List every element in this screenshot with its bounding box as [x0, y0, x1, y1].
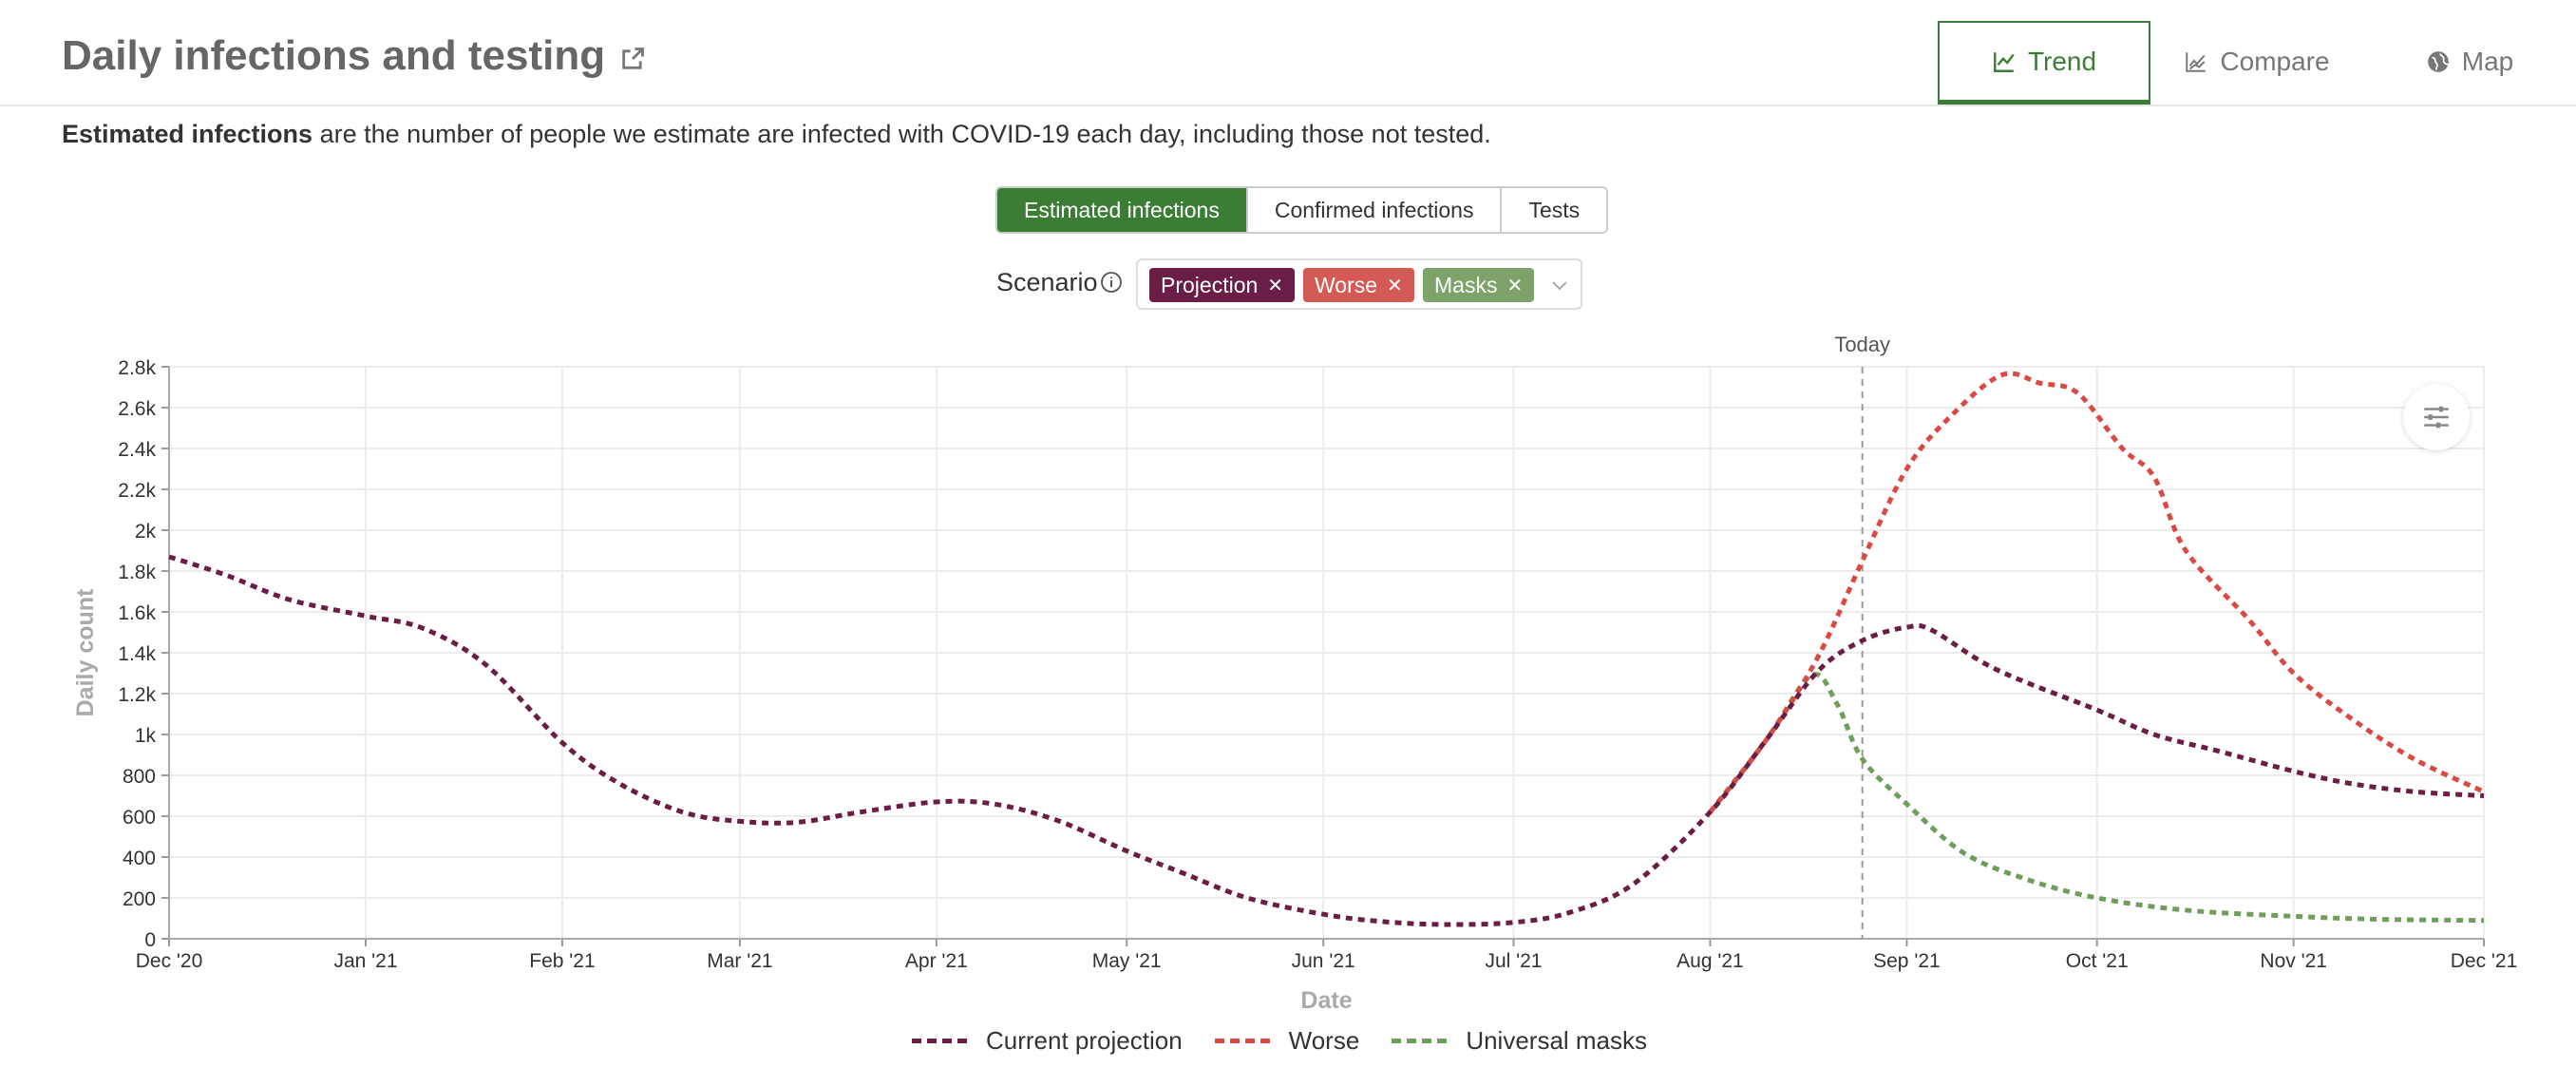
y-tick-label: 1.4k: [118, 643, 156, 665]
scenario-label: Scenario: [996, 268, 1098, 296]
y-tick-label: 200: [123, 888, 156, 910]
x-tick-label: Dec '20: [136, 950, 203, 972]
x-tick-label: Sep '21: [1873, 950, 1941, 972]
x-tick-label: Oct '21: [2066, 950, 2129, 972]
description-bold: Estimated infections: [62, 120, 313, 148]
x-tick-label: Mar '21: [707, 950, 772, 972]
tab-compare-label: Compare: [2220, 47, 2330, 76]
y-tick-label: 0: [144, 929, 156, 951]
sliders-icon: [2424, 406, 2449, 429]
y-tick-label: 400: [123, 848, 156, 869]
legend-swatch: [1392, 1039, 1448, 1043]
y-tick-label: 600: [123, 807, 156, 829]
chip-masks-label: Masks: [1434, 272, 1498, 297]
x-tick-label: Aug '21: [1676, 950, 1744, 972]
infections-chart: 0 200 400 600 800 1k 1.2k 1.4k 1.6k 1.8k 2k 2.2k 2.4…: [72, 333, 2518, 1014]
y-tick-label: 1k: [135, 725, 157, 747]
today-label: Today: [1834, 333, 1890, 356]
y-tick-label: 2.8k: [118, 357, 156, 379]
tab-trend-label: Trend: [2027, 46, 2097, 76]
chip-worse[interactable]: Worse ✕: [1303, 268, 1414, 302]
series-line-2: [1708, 672, 2485, 924]
close-icon[interactable]: ✕: [1267, 275, 1284, 296]
x-tick-label: Jan '21: [333, 950, 397, 972]
x-tick-label: Nov '21: [2260, 950, 2327, 972]
legend-item-masks[interactable]: Universal masks: [1392, 1026, 1647, 1056]
legend-swatch: [1214, 1039, 1270, 1043]
y-tick-label: 2.6k: [118, 398, 156, 420]
series-line-0: [168, 554, 2485, 927]
y-tick-label: 2.4k: [118, 439, 156, 461]
legend-item-projection[interactable]: Current projection: [912, 1026, 1183, 1056]
x-tick-label: Jul '21: [1485, 950, 1542, 972]
y-tick-label: 2k: [135, 521, 157, 543]
series-line-1: [1708, 371, 2486, 814]
globe-icon: [2427, 51, 2450, 72]
description-text: are the number of people we estimate are…: [313, 120, 1491, 148]
close-icon[interactable]: ✕: [1387, 275, 1403, 296]
toggle-estimated-infections[interactable]: Estimated infections: [997, 188, 1248, 232]
toggle-confirmed-infections[interactable]: Confirmed infections: [1247, 188, 1503, 232]
y-tick-label: 800: [123, 766, 156, 788]
chart-settings-button[interactable]: [2403, 384, 2470, 450]
tab-trend[interactable]: Trend: [1938, 21, 2150, 105]
chip-worse-label: Worse: [1315, 272, 1378, 297]
x-tick-label: May '21: [1092, 950, 1162, 972]
x-tick-label: Jun '21: [1292, 950, 1355, 972]
chip-projection[interactable]: Projection ✕: [1149, 268, 1296, 302]
chip-masks[interactable]: Masks ✕: [1423, 268, 1535, 302]
close-icon[interactable]: ✕: [1506, 275, 1524, 296]
chip-projection-label: Projection: [1161, 272, 1259, 297]
x-tick-label: Dec '21: [2451, 950, 2518, 972]
x-tick-label: Feb '21: [529, 950, 595, 972]
y-tick-label: 2.2k: [118, 480, 156, 502]
legend-label: Current projection: [986, 1026, 1183, 1055]
page-title: Daily infections and testing: [62, 32, 606, 79]
y-tick-label: 1.6k: [118, 602, 156, 624]
x-tick-label: Apr '21: [905, 950, 968, 972]
tab-compare[interactable]: Compare: [2150, 21, 2363, 103]
y-axis-title: Daily count: [72, 588, 99, 716]
tab-map[interactable]: Map: [2363, 21, 2576, 103]
view-tabs: Trend Compare Map: [1938, 21, 2576, 105]
chart-legend: Current projection Worse Universal masks: [912, 1026, 1679, 1056]
scenario-select[interactable]: Projection ✕ Worse ✕ Masks ✕: [1136, 258, 1582, 310]
legend-label: Universal masks: [1466, 1026, 1648, 1055]
y-tick-label: 1.2k: [118, 684, 156, 706]
legend-label: Worse: [1288, 1026, 1360, 1055]
y-tick-label: 1.8k: [118, 562, 156, 583]
tab-map-label: Map: [2461, 47, 2514, 76]
line-chart-icon: [1993, 51, 2015, 72]
metric-toggle: Estimated infections Confirmed infection…: [995, 186, 1609, 234]
header-bar: Daily infections and testing Trend Compa…: [0, 0, 2576, 106]
legend-item-worse[interactable]: Worse: [1214, 1026, 1360, 1056]
legend-swatch: [912, 1039, 967, 1043]
x-axis-title: Date: [1300, 987, 1352, 1014]
chevron-down-icon[interactable]: [1548, 274, 1571, 296]
info-icon[interactable]: [1100, 271, 1123, 294]
description: Estimated infections are the number of p…: [62, 120, 1491, 149]
external-link-icon[interactable]: [619, 46, 646, 72]
toggle-tests[interactable]: Tests: [1502, 188, 1607, 232]
compare-chart-icon: [2186, 52, 2207, 72]
